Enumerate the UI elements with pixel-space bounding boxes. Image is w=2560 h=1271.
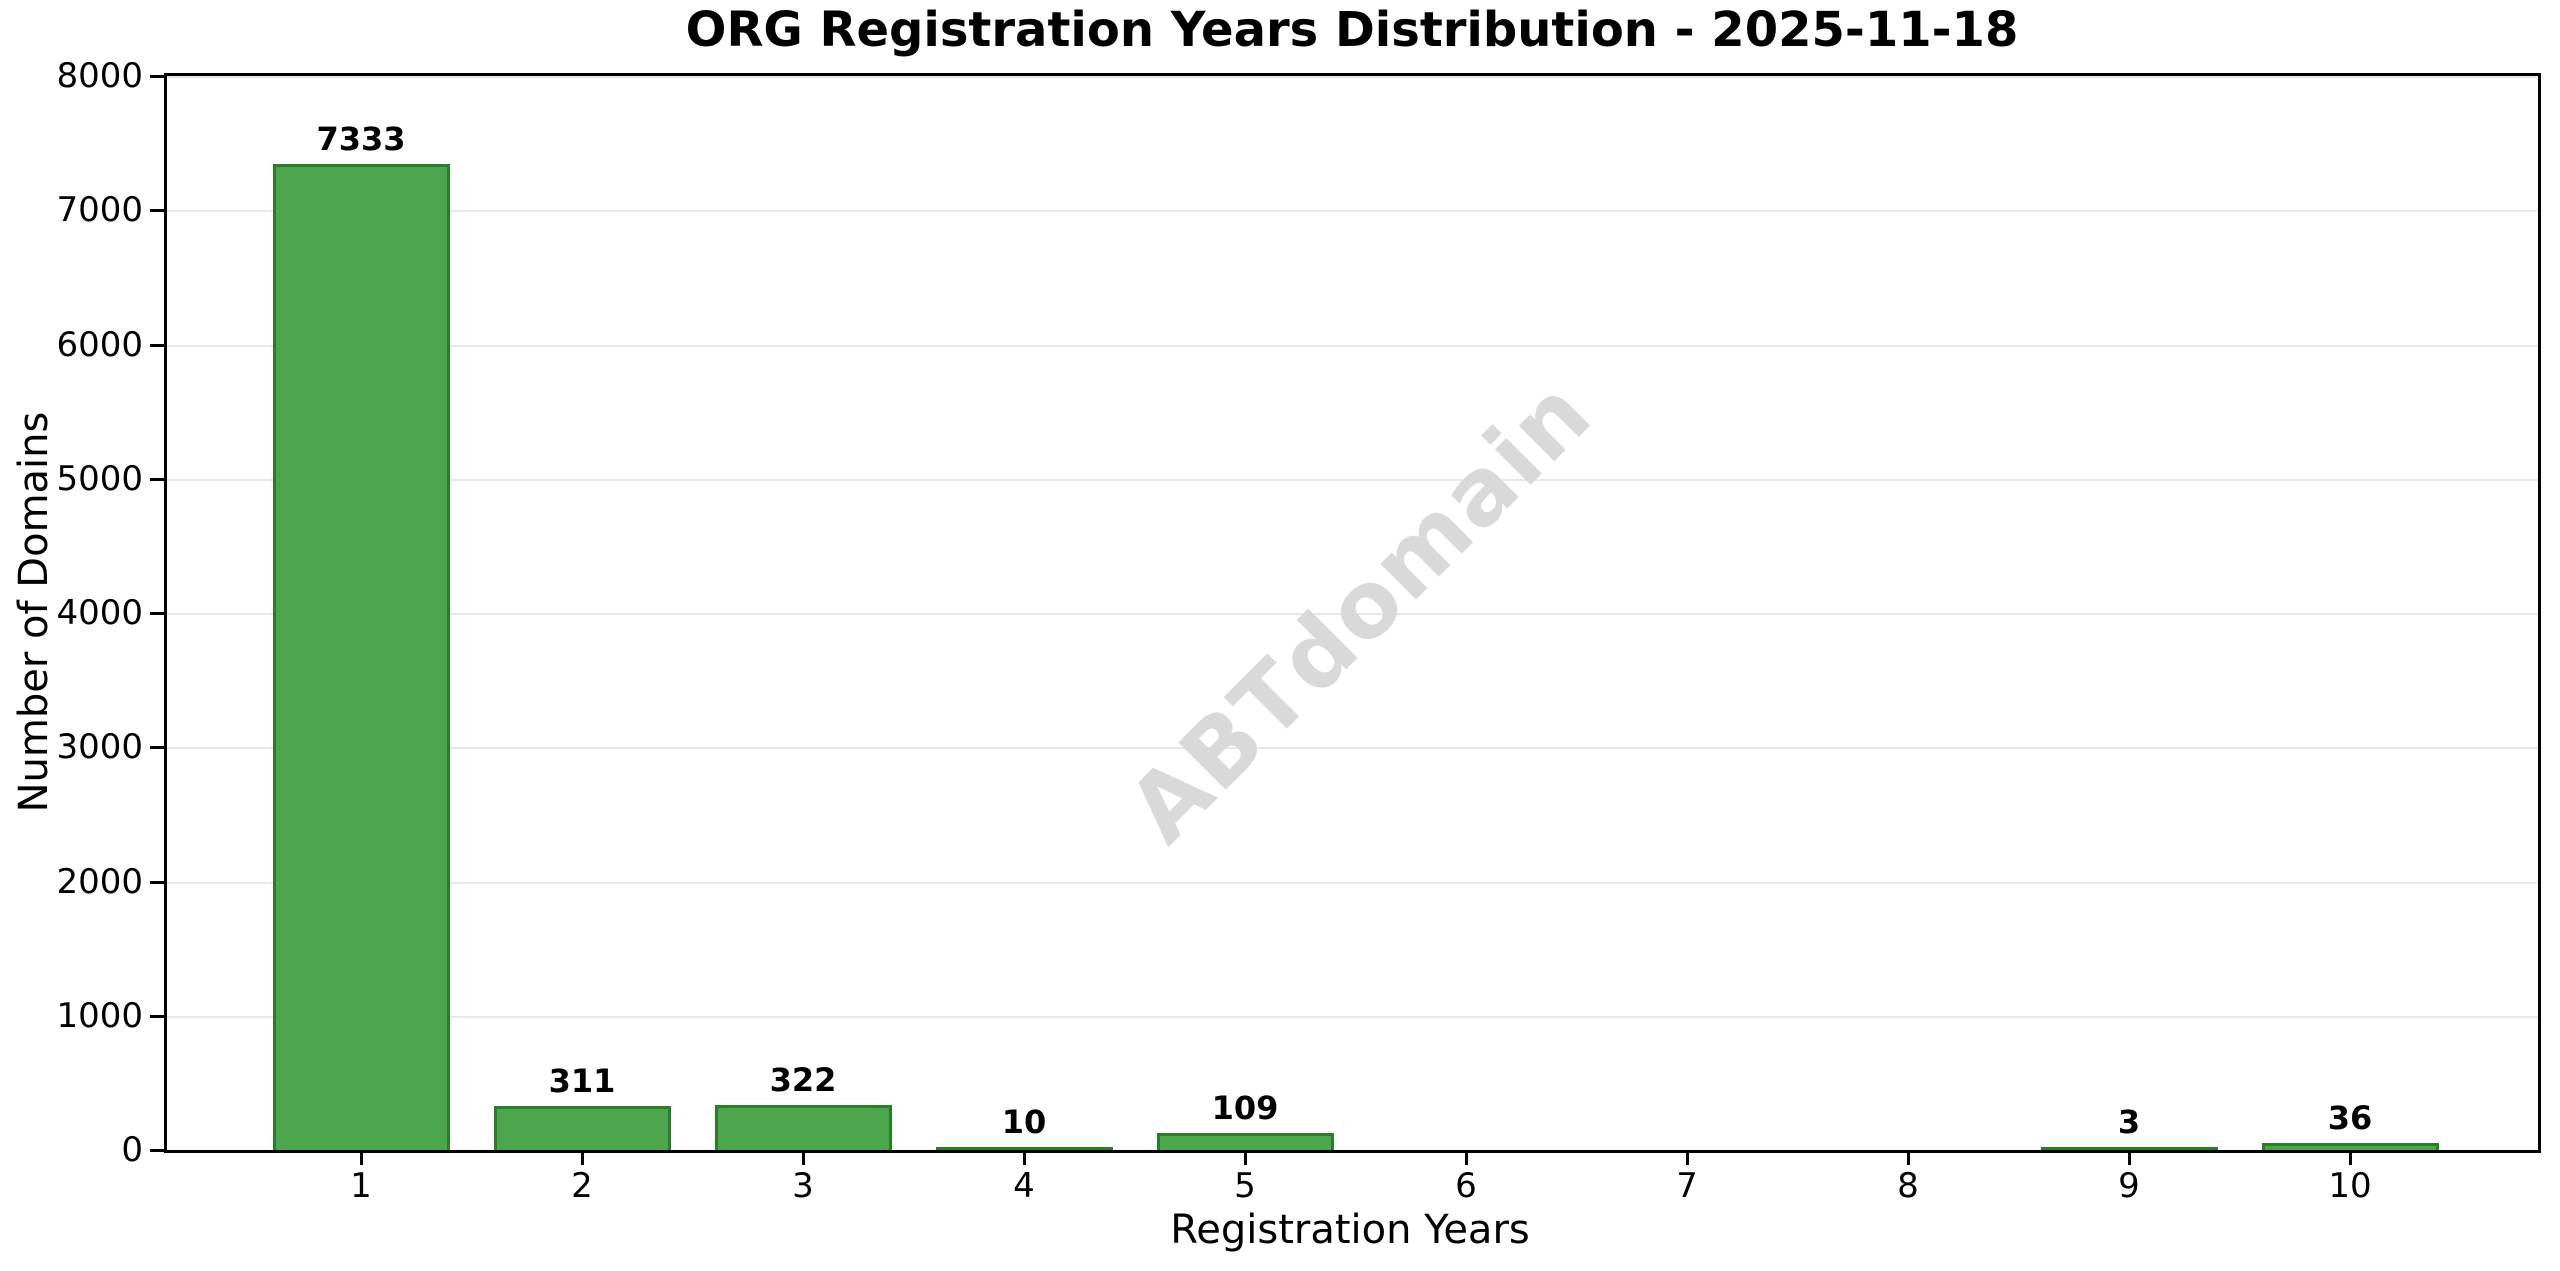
y-tick-label: 4000 [56, 593, 143, 633]
y-tick-label: 2000 [56, 862, 143, 902]
bar [936, 1147, 1113, 1150]
x-tick [581, 1153, 584, 1165]
bar-value-label: 311 [548, 1062, 616, 1100]
x-tick [2349, 1153, 2352, 1165]
gridline [167, 882, 2538, 884]
bar [273, 164, 450, 1150]
x-tick-label: 6 [1455, 1166, 1477, 1206]
y-tick [150, 746, 164, 749]
x-tick-label: 4 [1013, 1166, 1035, 1206]
gridline [167, 1016, 2538, 1018]
bar [1157, 1133, 1334, 1150]
x-tick-label: 8 [1897, 1166, 1919, 1206]
x-tick [802, 1153, 805, 1165]
gridline [167, 76, 2538, 78]
y-tick-label: 6000 [56, 325, 143, 365]
x-tick [2128, 1153, 2131, 1165]
y-tick [150, 612, 164, 615]
y-tick [150, 881, 164, 884]
bar-value-label: 3 [2117, 1103, 2141, 1141]
bar-value-label: 322 [769, 1061, 837, 1099]
gridline [167, 747, 2538, 749]
bar [2041, 1147, 2218, 1150]
bar [2262, 1143, 2439, 1150]
x-tick [1686, 1153, 1689, 1165]
x-tick-label: 10 [2328, 1166, 2372, 1206]
bar-value-label: 7333 [316, 120, 406, 158]
x-tick [1244, 1153, 1247, 1165]
bar [494, 1106, 671, 1150]
x-axis-label: Registration Years [1170, 1207, 1530, 1253]
gridline [167, 210, 2538, 212]
x-tick [1023, 1153, 1026, 1165]
bar-value-label: 10 [1001, 1103, 1047, 1141]
y-tick-label: 5000 [56, 459, 143, 499]
y-tick-label: 7000 [56, 190, 143, 230]
y-tick [150, 75, 164, 78]
plot-area: ABTdomain 7333 311 322 10 109 3 36 [164, 73, 2541, 1153]
watermark: ABTdomain [1107, 358, 1613, 864]
y-tick-label: 1000 [56, 996, 143, 1036]
x-tick [1465, 1153, 1468, 1165]
bar-value-label: 109 [1211, 1089, 1279, 1127]
bar-value-label: 36 [2327, 1099, 2373, 1137]
y-tick [150, 1149, 164, 1152]
bar [715, 1105, 892, 1150]
y-tick [150, 478, 164, 481]
x-tick [360, 1153, 363, 1165]
y-tick [150, 344, 164, 347]
x-tick [1907, 1153, 1910, 1165]
gridline [167, 479, 2538, 481]
x-tick-label: 1 [350, 1166, 372, 1206]
y-tick [150, 1015, 164, 1018]
x-tick-label: 7 [1676, 1166, 1698, 1206]
x-tick-label: 3 [792, 1166, 814, 1206]
gridline [167, 345, 2538, 347]
y-tick-label: 3000 [56, 727, 143, 767]
y-tick [150, 209, 164, 212]
chart-title: ORG Registration Years Distribution - 20… [685, 2, 2019, 58]
gridline [167, 613, 2538, 615]
y-tick-label: 0 [121, 1130, 143, 1170]
x-tick-label: 5 [1234, 1166, 1256, 1206]
x-tick-label: 2 [571, 1166, 593, 1206]
y-tick-label: 8000 [56, 56, 143, 96]
x-tick-label: 9 [2118, 1166, 2140, 1206]
